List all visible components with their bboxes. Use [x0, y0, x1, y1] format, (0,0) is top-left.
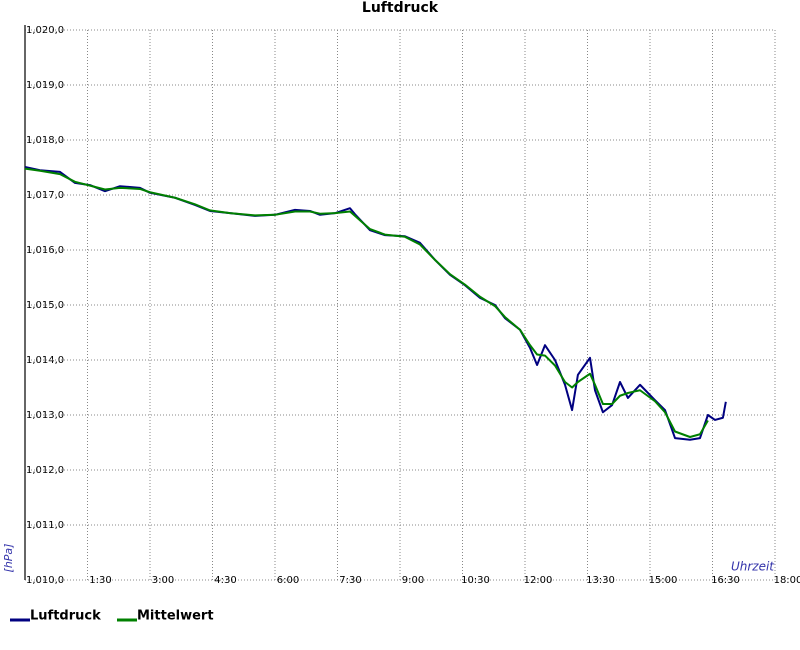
y-axis-label: [hPa]: [2, 544, 15, 573]
x-tick-label: 7:30: [339, 575, 361, 586]
y-tick-label: 1,015,0: [26, 300, 64, 311]
chart-title: Luftdruck: [362, 0, 439, 16]
y-tick-label: 1,020,0: [26, 25, 64, 36]
y-tick-label: 1,013,0: [26, 410, 64, 421]
series-line: [24, 165, 727, 441]
y-tick-label: 1,017,0: [26, 190, 64, 201]
y-tick-label: 1,011,0: [26, 520, 64, 531]
y-tick-label: 1,010,0: [26, 575, 64, 586]
x-tick-label: 10:30: [461, 575, 490, 586]
y-tick-label: 1,012,0: [26, 465, 64, 476]
x-tick-label: 13:30: [586, 575, 615, 586]
x-tick-label: 9:00: [402, 575, 424, 586]
legend-label: Luftdruck: [30, 609, 101, 624]
legend-label: Mittelwert: [137, 609, 214, 624]
x-tick-label: 4:30: [214, 575, 236, 586]
y-tick-label: 1,016,0: [26, 245, 64, 256]
y-tick-label: 1,019,0: [26, 80, 64, 91]
x-tick-label: 16:30: [711, 575, 740, 586]
x-tick-label: 1:30: [89, 575, 111, 586]
x-tick-label: 3:00: [152, 575, 174, 586]
y-tick-label: 1,018,0: [26, 135, 64, 146]
x-tick-label: 15:00: [649, 575, 678, 586]
x-tick-label: 18:00: [774, 575, 800, 586]
series-line: [24, 167, 709, 438]
y-tick-label: 1,014,0: [26, 355, 64, 366]
x-axis-label: Uhrzeit: [731, 560, 775, 574]
x-tick-label: 12:00: [524, 575, 553, 586]
x-tick-label: 6:00: [277, 575, 299, 586]
